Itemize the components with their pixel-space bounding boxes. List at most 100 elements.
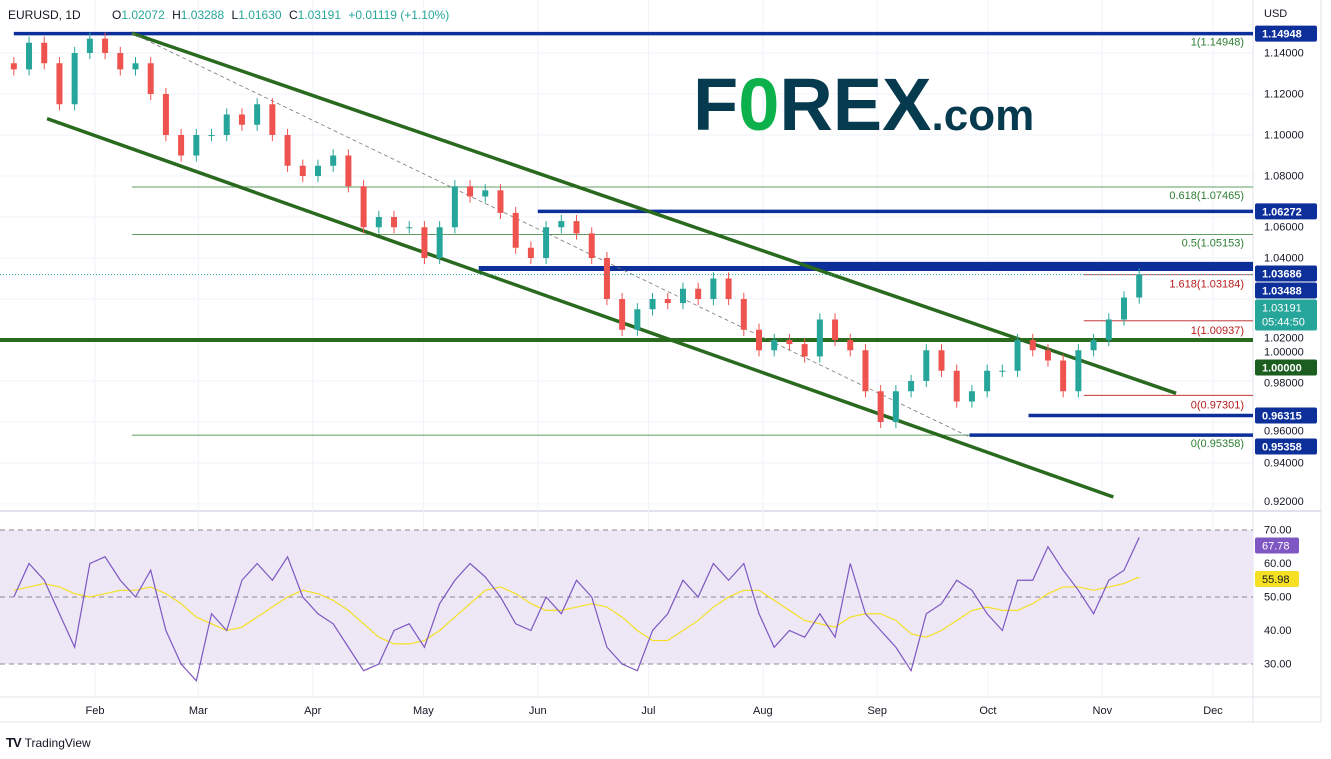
candle	[512, 212, 519, 248]
date-tick: Nov	[1093, 705, 1113, 717]
fib-level-label: 1(1.14948)	[1191, 37, 1244, 49]
candle	[1060, 360, 1067, 392]
rsi-tick: 60.00	[1264, 558, 1292, 570]
channel-trendline	[46, 116, 1114, 499]
date-tick: May	[413, 705, 434, 717]
low-value: 1.01630	[238, 8, 282, 22]
price-tick: 1.04000	[1264, 253, 1304, 265]
candle	[786, 340, 793, 345]
candle	[649, 299, 656, 310]
open-label: O	[112, 8, 122, 22]
rsi-tick: 70.00	[1264, 525, 1292, 537]
fib-level-label: 0(0.95358)	[1191, 438, 1244, 450]
rsi-tick: 50.00	[1264, 592, 1292, 604]
price-tick: 0.96000	[1264, 426, 1304, 438]
candle	[269, 104, 276, 135]
price-label-badge	[1255, 407, 1317, 424]
tradingview-brand: TradingView	[24, 735, 91, 750]
candle	[1029, 340, 1036, 351]
candle	[375, 217, 382, 228]
rsi-value-badge-text: 67.78	[1262, 541, 1290, 553]
candle	[10, 63, 17, 70]
candle	[193, 135, 200, 156]
rsi-ma-value-badge	[1255, 571, 1299, 587]
candle	[558, 221, 565, 228]
price-label-text: 0.95358	[1262, 442, 1302, 454]
candle	[345, 155, 352, 187]
price-label-badge	[1255, 438, 1317, 455]
date-tick: Aug	[753, 705, 773, 717]
close-value: 1.03191	[297, 8, 341, 22]
date-tick: Sep	[867, 705, 887, 717]
candle	[117, 53, 124, 70]
price-tick: 1.02000	[1264, 333, 1304, 345]
price-tick: 0.98000	[1264, 378, 1304, 390]
fib-level-label: 0.5(1.05153)	[1182, 237, 1244, 249]
candle	[406, 227, 413, 229]
candle	[740, 299, 747, 330]
fib-extension-label: 1.618(1.03184)	[1169, 279, 1244, 291]
price-label-badge	[1255, 25, 1317, 42]
date-tick: Dec	[1203, 705, 1223, 717]
candle	[497, 190, 504, 213]
candle	[284, 135, 291, 166]
tradingview-footer[interactable]: TV TradingView	[6, 735, 91, 750]
rsi-ma-value-badge-text: 55.98	[1262, 574, 1290, 586]
low-label: L	[231, 8, 239, 22]
candle	[710, 278, 717, 299]
candle	[147, 63, 154, 94]
date-tick: Mar	[189, 705, 208, 717]
candle	[436, 227, 443, 258]
date-tick: Oct	[979, 705, 996, 717]
price-tick: 1.10000	[1264, 130, 1304, 142]
candle	[360, 186, 367, 228]
close-label: C	[288, 8, 298, 22]
candle	[543, 227, 550, 258]
candle	[968, 391, 975, 402]
rsi-tick: 30.00	[1264, 659, 1292, 671]
candle	[603, 258, 610, 299]
currency-label: USD	[1264, 8, 1288, 20]
candle	[588, 233, 595, 258]
candle	[1044, 350, 1051, 361]
candle	[1090, 340, 1097, 351]
price-tick: 1.00000	[1264, 347, 1304, 359]
candle	[527, 247, 534, 258]
last-price-badge	[1255, 299, 1317, 331]
price-label-text: 1.00000	[1262, 363, 1302, 375]
high-value: 1.03288	[180, 8, 225, 22]
candle	[679, 288, 686, 304]
rsi-tick: 40.00	[1264, 625, 1292, 637]
symbol-label[interactable]: EURUSD, 1D	[8, 8, 81, 22]
candle	[664, 299, 671, 304]
candle	[725, 278, 732, 299]
candle	[391, 217, 398, 228]
candle	[223, 114, 230, 135]
candle	[299, 165, 306, 176]
candle	[695, 288, 702, 299]
rsi-ma-line	[13, 576, 1140, 645]
candle	[1120, 297, 1127, 320]
candle	[41, 42, 48, 64]
candle	[771, 340, 778, 351]
candle	[573, 221, 580, 234]
dashed-trendline	[131, 32, 970, 438]
candle	[26, 42, 33, 70]
candle	[801, 344, 808, 357]
candle	[421, 227, 428, 258]
candle	[832, 319, 839, 340]
candle	[482, 190, 489, 197]
candle	[816, 319, 823, 357]
candle	[162, 94, 169, 135]
date-tick: Feb	[86, 705, 105, 717]
price-label-badge	[1255, 265, 1317, 282]
candle	[923, 350, 930, 381]
tradingview-logo-icon: TV	[6, 735, 22, 750]
candle	[999, 370, 1006, 372]
price-tick: 1.08000	[1264, 171, 1304, 183]
candle	[908, 381, 915, 392]
price-tick: 0.94000	[1264, 458, 1304, 470]
candle	[56, 63, 63, 105]
fib-extension-label: 0(0.97301)	[1191, 399, 1244, 411]
